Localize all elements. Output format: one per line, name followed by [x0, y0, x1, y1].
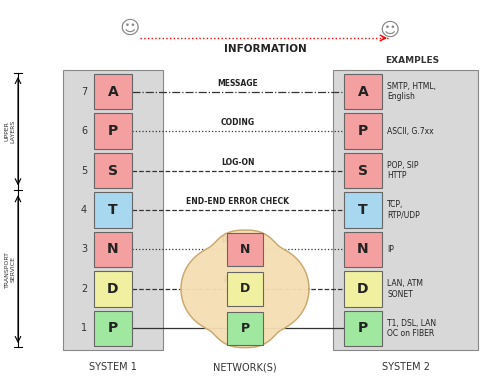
Text: P: P [358, 124, 368, 138]
FancyBboxPatch shape [344, 310, 382, 346]
Text: SMTP, HTML,
English: SMTP, HTML, English [387, 82, 436, 102]
Text: FRAME: FRAME [223, 276, 253, 285]
Text: SYSTEM 1: SYSTEM 1 [89, 362, 137, 372]
Text: CODING: CODING [221, 118, 255, 127]
FancyBboxPatch shape [94, 271, 132, 307]
Text: N: N [240, 243, 250, 256]
FancyBboxPatch shape [94, 114, 132, 149]
FancyBboxPatch shape [344, 153, 382, 188]
Text: S: S [358, 163, 368, 177]
Text: IP: IP [387, 245, 394, 254]
Text: POP, SIP
HTTP: POP, SIP HTTP [387, 161, 419, 180]
FancyBboxPatch shape [94, 310, 132, 346]
Text: ☺: ☺ [380, 21, 400, 40]
FancyBboxPatch shape [94, 153, 132, 188]
FancyBboxPatch shape [227, 233, 263, 266]
Text: END-END ERROR CHECK: END-END ERROR CHECK [187, 197, 289, 206]
Text: P: P [108, 124, 118, 138]
Text: A: A [108, 85, 119, 99]
Text: INFORMATION: INFORMATION [224, 44, 306, 54]
Text: A: A [358, 85, 368, 99]
Text: P: P [108, 321, 118, 335]
FancyBboxPatch shape [344, 232, 382, 267]
Text: S: S [108, 163, 118, 177]
Text: BITS: BITS [228, 315, 248, 324]
FancyBboxPatch shape [333, 70, 478, 350]
Text: EXAMPLES: EXAMPLES [385, 56, 439, 65]
Text: NETWORK(S): NETWORK(S) [213, 362, 277, 372]
FancyBboxPatch shape [94, 232, 132, 267]
Text: 7: 7 [81, 87, 87, 97]
Text: D: D [107, 282, 119, 296]
Text: 4: 4 [81, 205, 87, 215]
FancyBboxPatch shape [94, 192, 132, 228]
FancyBboxPatch shape [344, 192, 382, 228]
Text: T1, DSL, LAN
OC on FIBER: T1, DSL, LAN OC on FIBER [387, 319, 436, 338]
FancyBboxPatch shape [344, 271, 382, 307]
Text: N: N [107, 242, 119, 256]
Polygon shape [181, 230, 309, 348]
FancyBboxPatch shape [227, 312, 263, 345]
Text: D: D [357, 282, 369, 296]
Text: 2: 2 [81, 284, 87, 294]
Text: P: P [240, 322, 250, 335]
Text: MESSAGE: MESSAGE [217, 79, 258, 88]
Text: TCP,
RTP/UDP: TCP, RTP/UDP [387, 200, 420, 220]
Text: ASCII, G.7xx: ASCII, G.7xx [387, 127, 433, 136]
Text: PACKET: PACKET [221, 237, 254, 245]
Text: 6: 6 [81, 126, 87, 136]
Text: LAN, ATM
SONET: LAN, ATM SONET [387, 279, 423, 298]
Text: UPPER
LAYERS: UPPER LAYERS [5, 119, 15, 143]
Text: LOG-ON: LOG-ON [221, 158, 255, 166]
Text: T: T [108, 203, 118, 217]
Text: 3: 3 [81, 244, 87, 254]
Text: D: D [240, 282, 250, 295]
Text: ☺: ☺ [120, 19, 140, 37]
Text: T: T [358, 203, 368, 217]
FancyBboxPatch shape [344, 114, 382, 149]
Text: SYSTEM 2: SYSTEM 2 [382, 362, 430, 372]
Text: N: N [357, 242, 369, 256]
Text: 1: 1 [81, 323, 87, 333]
FancyBboxPatch shape [344, 74, 382, 109]
Text: TRANSPORT
SERVICE: TRANSPORT SERVICE [5, 251, 15, 287]
Text: P: P [358, 321, 368, 335]
Text: 5: 5 [81, 166, 87, 175]
FancyBboxPatch shape [94, 74, 132, 109]
FancyBboxPatch shape [63, 70, 163, 350]
FancyBboxPatch shape [227, 272, 263, 306]
